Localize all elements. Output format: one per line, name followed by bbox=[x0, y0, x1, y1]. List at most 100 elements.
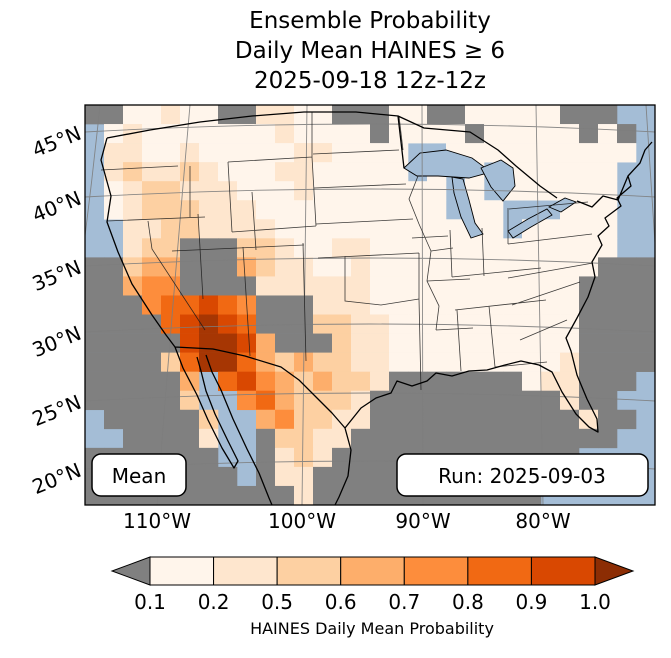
raster-cell bbox=[256, 181, 276, 201]
raster-cell bbox=[446, 276, 466, 296]
raster-cell bbox=[503, 333, 523, 353]
raster-cell bbox=[465, 409, 485, 430]
x-tick-label: 110°W bbox=[123, 509, 191, 533]
raster-cell bbox=[237, 314, 257, 334]
mean-annotation-box bbox=[91, 453, 187, 497]
raster-cell bbox=[370, 333, 390, 353]
raster-cell bbox=[313, 409, 333, 430]
raster-cell bbox=[275, 295, 295, 315]
raster-cell bbox=[123, 314, 143, 334]
colorbar-segment bbox=[403, 556, 469, 586]
raster-cell bbox=[598, 352, 618, 372]
raster-cell bbox=[256, 466, 276, 487]
raster-cell bbox=[237, 105, 257, 125]
raster-cell bbox=[598, 219, 618, 239]
raster-cell bbox=[313, 428, 333, 449]
raster-cell bbox=[123, 200, 143, 220]
raster-cell bbox=[389, 238, 409, 258]
raster-cell bbox=[294, 200, 314, 220]
raster-cell bbox=[503, 352, 523, 372]
raster-cell bbox=[161, 105, 181, 125]
raster-cell bbox=[617, 371, 637, 392]
raster-cell bbox=[180, 124, 200, 144]
raster-cell bbox=[598, 428, 618, 449]
raster-cell bbox=[85, 257, 105, 277]
raster-cell bbox=[579, 409, 599, 430]
raster-cell bbox=[104, 276, 124, 296]
raster-cell bbox=[617, 295, 637, 315]
raster-cell bbox=[123, 257, 143, 277]
raster-cell bbox=[617, 409, 637, 430]
raster-cell bbox=[560, 143, 580, 163]
raster-cell bbox=[199, 276, 219, 296]
raster-cell bbox=[351, 162, 371, 182]
raster-cell bbox=[351, 485, 371, 505]
raster-cell bbox=[598, 238, 618, 258]
raster-cell bbox=[275, 105, 295, 125]
chart-subtitle: Daily Mean HAINES ≥ 6 bbox=[235, 38, 505, 64]
raster-cell bbox=[598, 105, 618, 125]
raster-cell bbox=[313, 371, 333, 392]
run-annotation-label: Run: 2025-09-03 bbox=[438, 464, 606, 488]
mean-annotation: Mean bbox=[91, 453, 187, 497]
raster-cell bbox=[636, 295, 655, 315]
raster-cell bbox=[161, 219, 181, 239]
raster-cell bbox=[389, 200, 409, 220]
raster-cell bbox=[123, 238, 143, 258]
raster-cell bbox=[104, 314, 124, 334]
raster-cell bbox=[427, 428, 447, 449]
raster-cell bbox=[617, 143, 637, 163]
raster-cell bbox=[427, 409, 447, 430]
raster-cell bbox=[351, 409, 371, 430]
raster-cell bbox=[541, 390, 561, 411]
raster-cell bbox=[123, 143, 143, 163]
raster-cell bbox=[180, 314, 200, 334]
raster-cell bbox=[142, 162, 162, 182]
raster-cell bbox=[522, 371, 542, 392]
raster-cell bbox=[579, 428, 599, 449]
raster-cell bbox=[142, 295, 162, 315]
raster-cell bbox=[142, 181, 162, 201]
raster-cell bbox=[351, 466, 371, 487]
raster-cell bbox=[332, 162, 352, 182]
raster-cell bbox=[104, 181, 124, 201]
raster-cell bbox=[465, 124, 485, 144]
raster-cell bbox=[351, 447, 371, 468]
colorbar-segment bbox=[276, 556, 342, 586]
raster-cell bbox=[427, 238, 447, 258]
colorbar-tick-label: 0.9 bbox=[515, 590, 547, 614]
raster-cell bbox=[503, 314, 523, 334]
x-axis-tick-labels: 110°W 100°W 90°W 80°W bbox=[123, 509, 571, 533]
raster-cell bbox=[598, 143, 618, 163]
raster-cell bbox=[332, 257, 352, 277]
colorbar-tick-label: 0.6 bbox=[325, 590, 357, 614]
raster-cell bbox=[541, 181, 561, 201]
raster-cell bbox=[161, 314, 181, 334]
raster-cell bbox=[237, 219, 257, 239]
raster-cell bbox=[199, 257, 219, 277]
raster-cell bbox=[218, 219, 238, 239]
raster-cell bbox=[351, 200, 371, 220]
raster-cell bbox=[427, 105, 447, 125]
colorbar-tick-label: 0.7 bbox=[388, 590, 420, 614]
raster-cell bbox=[85, 333, 105, 353]
raster-cell bbox=[199, 181, 219, 201]
raster-cell bbox=[465, 371, 485, 392]
raster-cell bbox=[123, 219, 143, 239]
x-tick-label: 90°W bbox=[395, 509, 450, 533]
colorbar-tick-label: 0.1 bbox=[134, 590, 166, 614]
raster-cell bbox=[85, 352, 105, 372]
raster-cell bbox=[218, 295, 238, 315]
raster-cell bbox=[104, 390, 124, 411]
raster-cell bbox=[560, 276, 580, 296]
raster-cell bbox=[598, 124, 618, 144]
raster-cell bbox=[275, 219, 295, 239]
raster-cell bbox=[142, 371, 162, 392]
raster-cell bbox=[560, 181, 580, 201]
raster-cell bbox=[522, 390, 542, 411]
raster-cell bbox=[465, 352, 485, 372]
raster-cell bbox=[522, 428, 542, 449]
raster-cell bbox=[579, 162, 599, 182]
raster-cell bbox=[389, 124, 409, 144]
raster-cell bbox=[541, 162, 561, 182]
